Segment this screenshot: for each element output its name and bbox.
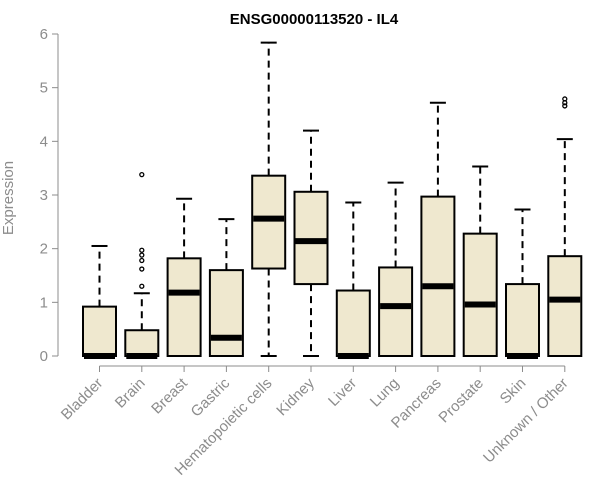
y-axis: 0 1 2 3 4 5 6 <box>40 26 59 365</box>
outlier-point <box>562 103 568 109</box>
iqr-box <box>166 257 202 357</box>
y-tick-label: 2 <box>40 241 48 258</box>
outlier-point <box>139 247 145 253</box>
y-tick-label: 6 <box>40 26 48 43</box>
y-tick-label: 0 <box>40 348 48 365</box>
box-hematopoietic-cells <box>251 41 287 357</box>
box-prostate <box>462 165 498 357</box>
iqr-box <box>124 329 160 357</box>
box-gastric <box>208 218 244 357</box>
box-lung <box>378 181 414 358</box>
y-tick-label: 3 <box>40 187 48 204</box>
box-liver <box>335 201 371 359</box>
box-skin <box>505 208 540 359</box>
chart-title: ENSG00000113520 - IL4 <box>230 11 399 28</box>
box-pancreas <box>420 101 456 357</box>
outlier-point <box>139 171 145 178</box>
y-axis-label: Expression <box>0 161 17 235</box>
iqr-box <box>378 266 414 358</box>
outlier-point <box>139 283 145 289</box>
iqr-box <box>505 283 540 357</box>
iqr-box <box>251 174 287 270</box>
outlier-point <box>562 96 568 102</box>
outlier-point <box>139 257 145 264</box>
iqr-box <box>420 195 456 357</box>
iqr-box <box>82 305 117 358</box>
y-tick-label: 5 <box>40 80 48 97</box>
x-tick-label: Kidney <box>273 374 318 419</box>
iqr-box <box>547 255 583 357</box>
box-bladder <box>82 244 117 359</box>
x-tick-label: Skin <box>497 375 530 408</box>
box-brain <box>124 171 160 359</box>
outlier-point <box>139 266 145 272</box>
iqr-box <box>208 269 244 357</box>
x-tick-label: Liver <box>325 375 360 410</box>
box-kidney <box>293 129 329 357</box>
x-tick-label: Breast <box>148 374 191 417</box>
iqr-box <box>335 289 371 358</box>
box-unknown-other <box>547 96 583 357</box>
y-tick-label: 4 <box>40 133 48 150</box>
x-tick-label: Prostate <box>435 375 487 427</box>
boxes-group <box>82 41 583 359</box>
iqr-box <box>462 232 498 357</box>
outlier-point <box>139 252 145 258</box>
x-tick-label: Lung <box>367 375 403 411</box>
box-breast <box>166 197 202 357</box>
y-tick-label: 1 <box>40 294 48 311</box>
iqr-box <box>293 190 329 286</box>
x-tick-label: Brain <box>112 375 149 412</box>
x-tick-label: Bladder <box>58 375 107 424</box>
